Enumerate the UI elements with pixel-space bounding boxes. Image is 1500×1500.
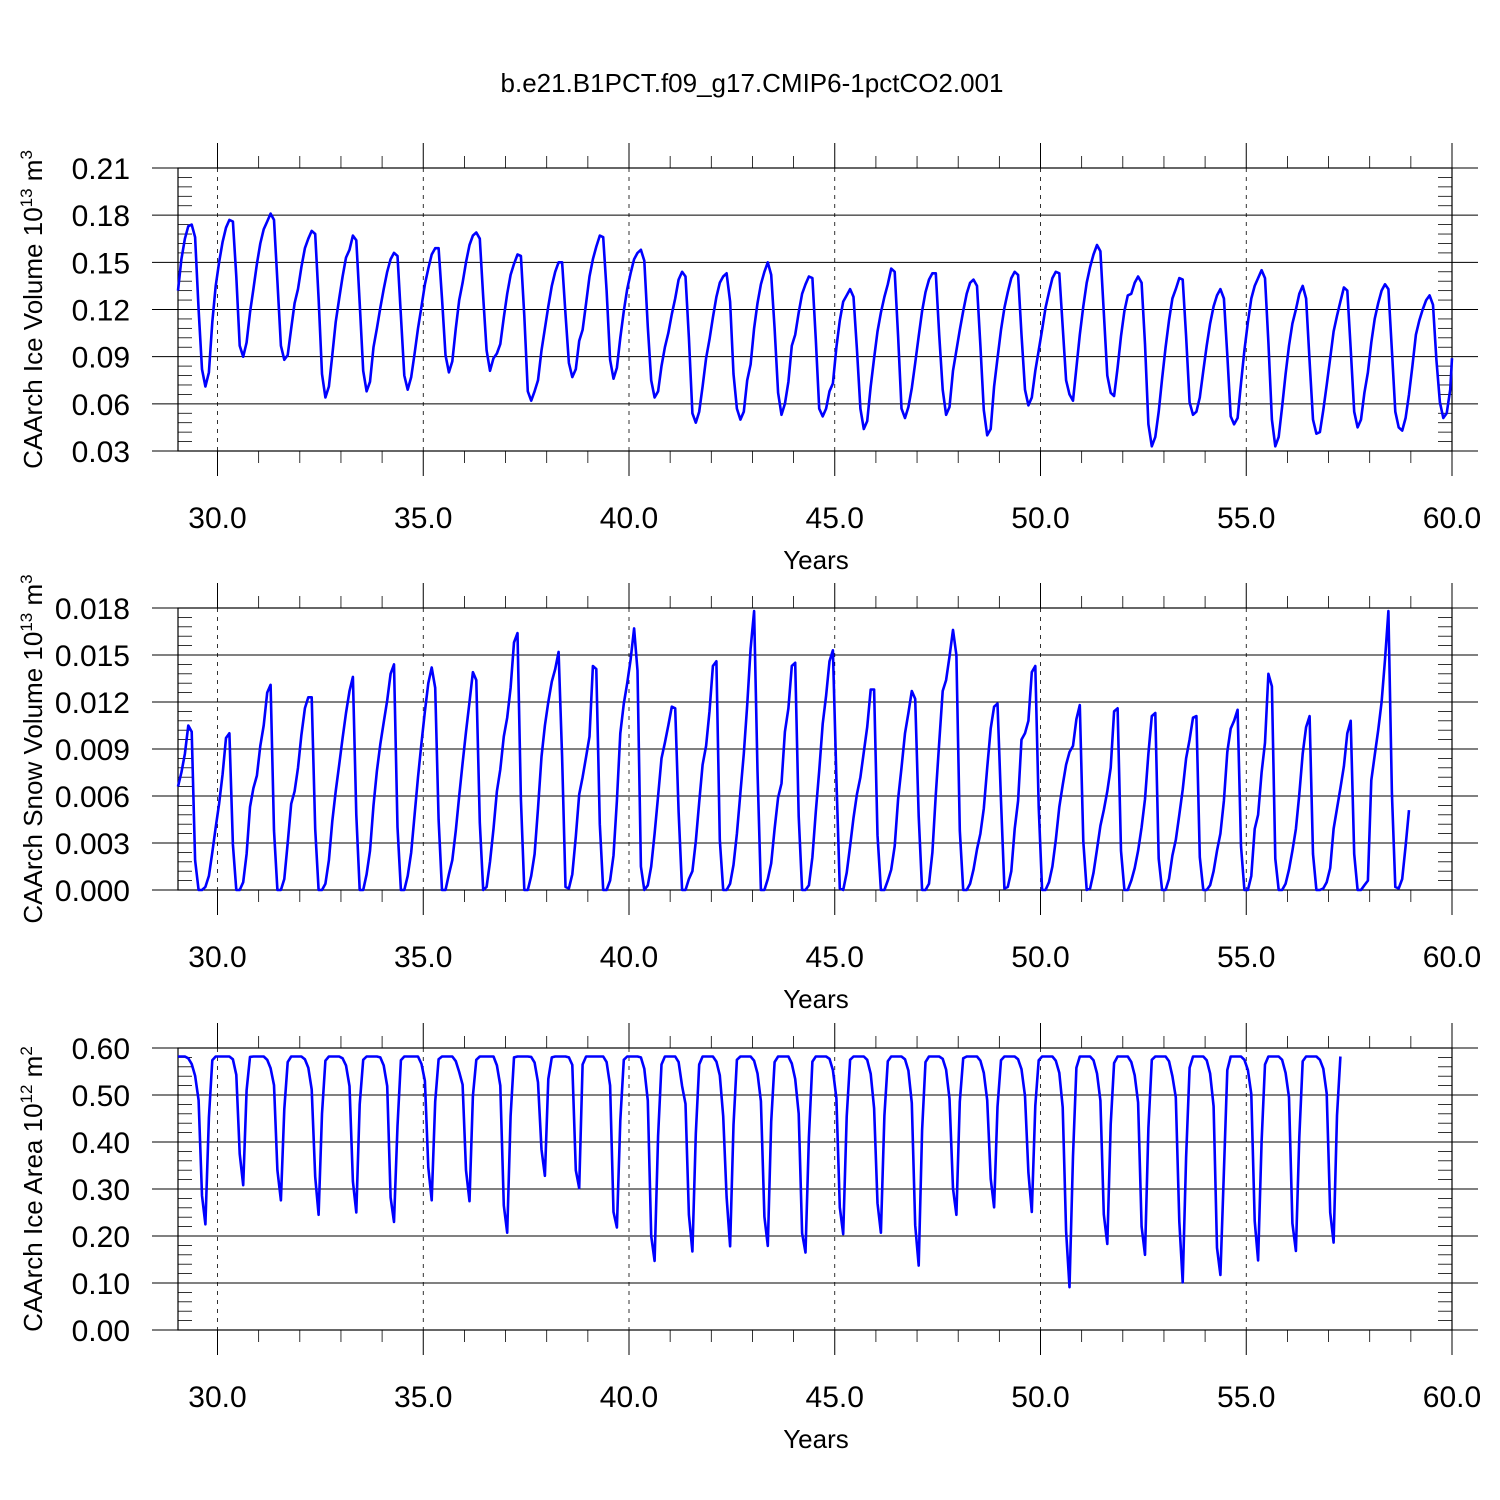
y-axis-label: CAArch Snow Volume 1013 m3 [17, 574, 48, 923]
panels: 0.03 0.06 0.09 0.12 0.15 0.18 0.21 30.0 35.0 40.0… [17, 143, 1481, 1454]
figure-title: b.e21.B1PCT.f09_g17.CMIP6-1pctCO2.001 [501, 68, 1004, 98]
y-tick-label: 0.006 [55, 781, 130, 814]
y-axis-label: CAArch Ice Volume 1013 m3 [17, 150, 48, 469]
x-tick-label: 45.0 [806, 502, 864, 535]
y-axis-label: CAArch Ice Area 1012 m2 [17, 1046, 48, 1332]
y-tick-label: 0.000 [55, 875, 130, 908]
x-tick-label: 55.0 [1217, 502, 1275, 535]
x-tick-label: 35.0 [394, 502, 452, 535]
x-tick-label: 50.0 [1011, 502, 1069, 535]
x-tick-label: 40.0 [600, 1381, 658, 1414]
y-tick-label: 0.40 [72, 1127, 130, 1160]
x-tick-label: 30.0 [188, 502, 246, 535]
y-tick-label: 0.60 [72, 1033, 130, 1066]
x-tick-label: 55.0 [1217, 941, 1275, 974]
y-tick-label: 0.03 [72, 436, 130, 469]
x-tick-label: 55.0 [1217, 1381, 1275, 1414]
x-tick-label: 45.0 [806, 941, 864, 974]
y-tick-label: 0.15 [72, 247, 130, 280]
x-tick-label: 40.0 [600, 502, 658, 535]
y-tick-label: 0.06 [72, 389, 130, 422]
x-tick-label: 60.0 [1423, 941, 1481, 974]
x-tick-label: 50.0 [1011, 941, 1069, 974]
x-tick-label: 60.0 [1423, 1381, 1481, 1414]
y-tick-label: 0.015 [55, 640, 130, 673]
y-tick-label: 0.09 [72, 342, 130, 375]
x-axis-label: Years [783, 545, 849, 575]
x-tick-label: 50.0 [1011, 1381, 1069, 1414]
series-line [176, 609, 1411, 892]
y-tick-label: 0.20 [72, 1221, 130, 1254]
y-tick-label: 0.00 [72, 1315, 130, 1348]
y-tick-label: 0.12 [72, 295, 130, 328]
x-tick-label: 40.0 [600, 941, 658, 974]
x-tick-label: 30.0 [188, 941, 246, 974]
y-tick-label: 0.009 [55, 734, 130, 767]
y-tick-label: 0.003 [55, 828, 130, 861]
y-tick-label: 0.018 [55, 593, 130, 626]
y-tick-label: 0.012 [55, 687, 130, 720]
y-tick-label: 0.18 [72, 200, 130, 233]
x-tick-label: 45.0 [806, 1381, 864, 1414]
panel-3: 0.00 0.10 0.20 0.30 0.40 0.50 0.60 30.0 35.0 40.0… [17, 1023, 1481, 1454]
y-tick-label: 0.10 [72, 1268, 130, 1301]
x-tick-label: 35.0 [394, 941, 452, 974]
series-line [176, 212, 1454, 448]
x-tick-label: 60.0 [1423, 502, 1481, 535]
x-tick-label: 30.0 [188, 1381, 246, 1414]
series-line [178, 1055, 1342, 1289]
y-tick-label: 0.21 [72, 153, 130, 186]
y-tick-label: 0.30 [72, 1174, 130, 1207]
x-axis-label: Years [783, 1424, 849, 1454]
x-tick-label: 35.0 [394, 1381, 452, 1414]
x-axis-label: Years [783, 984, 849, 1014]
panel-1: 0.03 0.06 0.09 0.12 0.15 0.18 0.21 30.0 35.0 40.0… [17, 143, 1481, 575]
panel-2: 0.000 0.003 0.006 0.009 0.012 0.015 0.018 30.0 3… [17, 574, 1481, 1014]
y-tick-label: 0.50 [72, 1080, 130, 1113]
